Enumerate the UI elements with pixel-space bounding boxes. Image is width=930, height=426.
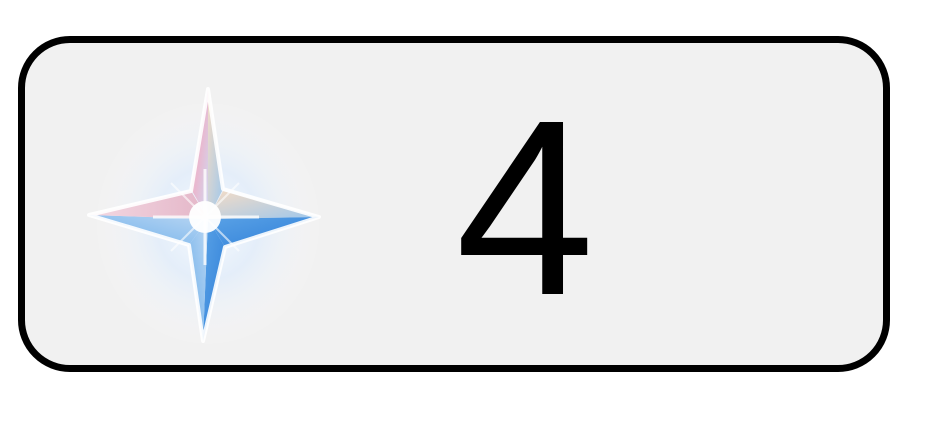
item-count-value: 4 xyxy=(455,68,595,347)
item-count-card: 4 xyxy=(18,36,890,372)
primogem-star-icon xyxy=(83,79,323,349)
